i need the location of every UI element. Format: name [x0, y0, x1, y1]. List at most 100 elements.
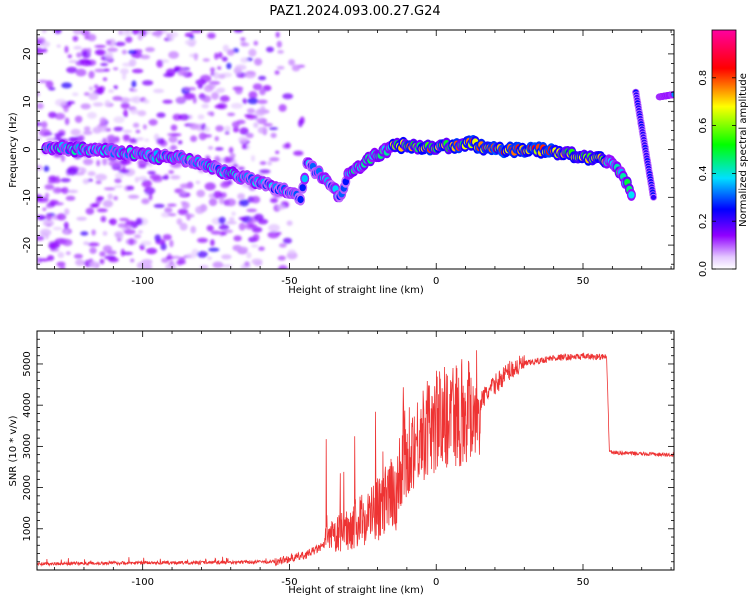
spectrogram-speckle [250, 155, 256, 162]
spectrogram-speckle [221, 254, 232, 260]
spectrogram-speckle [96, 87, 103, 95]
colorbar-tick-label: 0.4 [698, 165, 709, 181]
spectrogram-speckle [129, 96, 138, 103]
y-tick-label: 0 [22, 146, 33, 152]
spectrogram-speckle [270, 198, 278, 203]
spectrogram-speckle [277, 50, 284, 54]
spectrogram-speckle [87, 242, 100, 247]
spectrogram-speckle [262, 85, 272, 92]
spectrogram-speckle [239, 199, 250, 207]
spectrogram-speckle [48, 175, 57, 182]
spectrogram-speckle [214, 136, 219, 142]
spectrogram-speckle [117, 237, 122, 242]
spectrogram-speckle [85, 207, 95, 215]
spectrogram-speckle [153, 203, 165, 208]
spectrogram-speckle [105, 39, 112, 46]
spectrogram-speckle [46, 137, 57, 143]
spectrogram-speckle [42, 30, 47, 34]
spectrogram-speckle [54, 112, 66, 120]
spectrogram-speckle [239, 127, 249, 135]
spectrogram-speckle [64, 45, 69, 54]
spectrogram-speckle [52, 187, 62, 194]
spectrogram-speckle [214, 89, 225, 94]
spectrogram-speckle [37, 258, 50, 262]
colorbar-tick-label: 0.0 [698, 261, 709, 277]
spectrogram-speckle [170, 175, 181, 180]
spectrogram-speckle [72, 30, 83, 35]
spectrogram-speckle [113, 126, 124, 132]
spectrogram-speckle [198, 132, 207, 141]
spectrogram-speckle [252, 233, 260, 242]
spectrogram-speckle [202, 58, 210, 62]
spectrogram-speckle [229, 153, 236, 159]
snr-frame [36, 330, 675, 571]
spectrogram-speckle [87, 47, 92, 55]
spectrogram-streak [655, 91, 674, 101]
spectrogram-speckle [228, 146, 234, 154]
spectrogram-speckle [177, 208, 189, 215]
spectrogram-speckle [260, 105, 266, 110]
spectrogram-speckle [48, 242, 60, 250]
spectrogram-speckle [283, 237, 292, 244]
spectrogram-speckle [140, 54, 151, 60]
spectrogram-speckle [37, 103, 44, 110]
spectrogram-speckle [210, 239, 215, 247]
spectrogram-speckle [120, 31, 132, 36]
spectrogram-speckle [117, 223, 128, 228]
spectrogram-speckle [266, 46, 274, 53]
spectrogram-speckle [238, 222, 246, 231]
spectrogram-speckle [177, 140, 183, 145]
spectrogram-speckle [226, 62, 232, 70]
spectrogram-speckle [52, 226, 63, 231]
x-tick-label: 50 [577, 577, 590, 588]
spectrogram-noise [37, 30, 305, 269]
spectrogram-speckle [45, 213, 53, 221]
spectrogram-speckle [80, 231, 89, 236]
spectrogram-speckle [257, 126, 268, 134]
spectrogram-speckle [251, 244, 259, 248]
spectrogram-speckle [108, 137, 116, 145]
spectrogram-speckle [141, 179, 152, 188]
spectrogram-speckle [221, 56, 228, 62]
spectrogram-speckle [107, 193, 113, 200]
spectrogram-speckle [191, 248, 199, 256]
spectrogram-speckle [66, 167, 78, 176]
spectrogram-speckle [140, 240, 152, 246]
spectrogram-speckle [123, 229, 136, 235]
spectrogram-speckle [208, 198, 218, 207]
spectrogram-speckle [94, 44, 107, 48]
spectrogram-speckle [68, 60, 78, 63]
spectrogram-speckle [225, 198, 237, 207]
streak-core [650, 194, 657, 200]
spectrogram-speckle [129, 138, 138, 144]
spectrogram-speckle [245, 132, 254, 139]
spectrogram-speckle [247, 108, 255, 114]
spectrogram-speckle [185, 39, 197, 46]
spectrogram-speckle [214, 52, 219, 60]
spectrogram-speckle [162, 99, 173, 104]
spectrogram-speckle [83, 92, 90, 96]
spectrogram-speckle [248, 48, 257, 57]
y-tick-label: -10 [22, 189, 33, 205]
spectrogram-speckle [195, 206, 205, 214]
spectrogram-speckle [208, 146, 214, 150]
spectrogram-speckle [184, 93, 196, 99]
spectrogram-speckle [251, 258, 263, 265]
spectrogram-speckle [298, 119, 303, 128]
x-tick-label: -100 [131, 276, 154, 287]
y-tick-label: -20 [22, 237, 33, 253]
spectrogram-speckle [197, 114, 205, 120]
spectrogram-speckle [96, 196, 105, 201]
spectrogram-speckle [268, 224, 280, 232]
spectrogram-speckle [80, 167, 87, 174]
spectrogram-speckle [113, 185, 123, 188]
spectrogram-speckle [73, 45, 83, 50]
spectrogram-speckle [138, 176, 148, 181]
spectrogram-speckle [259, 88, 266, 96]
spectrogram-speckle [278, 265, 288, 269]
x-tick-label: -50 [281, 276, 297, 287]
spectrogram-speckle [67, 189, 79, 194]
spectrogram-speckle [240, 37, 246, 41]
spectrogram-speckle [276, 231, 282, 235]
